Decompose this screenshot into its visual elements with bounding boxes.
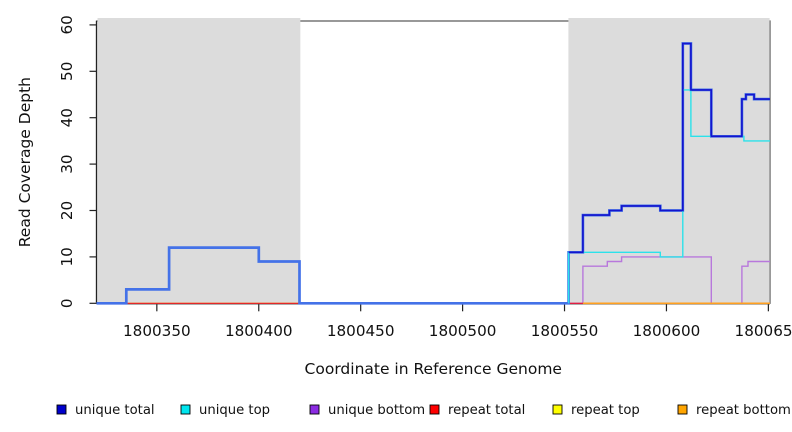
y-tick-label: 20 bbox=[58, 201, 76, 220]
x-tick-label: 1800550 bbox=[531, 322, 599, 340]
x-tick-label: 1800600 bbox=[633, 322, 701, 340]
y-tick-label: 60 bbox=[58, 15, 76, 34]
legend-label-repeat-top: repeat top bbox=[571, 403, 640, 418]
legend-swatch-unique-bottom bbox=[309, 404, 320, 415]
legend-swatch-unique-total bbox=[56, 404, 67, 415]
x-tick-label: 1800350 bbox=[123, 322, 191, 340]
legend-label-unique-top: unique top bbox=[199, 403, 270, 418]
legend-swatch-repeat-top bbox=[552, 404, 563, 415]
x-axis-title: Coordinate in Reference Genome bbox=[305, 360, 562, 378]
legend-swatch-repeat-total bbox=[429, 404, 440, 415]
legend-label-unique-bottom: unique bottom bbox=[328, 403, 425, 418]
legend-label-unique-total: unique total bbox=[75, 403, 155, 418]
y-tick-label: 30 bbox=[58, 154, 76, 173]
y-tick-label: 50 bbox=[58, 62, 76, 81]
x-tick-label: 1800500 bbox=[429, 322, 497, 340]
x-tick-label: 1800400 bbox=[225, 322, 293, 340]
repeat-region-right bbox=[568, 18, 770, 304]
legend-label-repeat-total: repeat total bbox=[448, 403, 525, 418]
y-tick-label: 40 bbox=[58, 108, 76, 127]
y-tick-label: 0 bbox=[58, 298, 76, 308]
y-axis-title: Read Coverage Depth bbox=[16, 77, 34, 247]
legend-swatch-repeat-bottom bbox=[677, 404, 688, 415]
repeat-region-left bbox=[97, 18, 301, 304]
y-tick-label: 10 bbox=[58, 247, 76, 266]
x-tick-label: 1800450 bbox=[327, 322, 395, 340]
series-unique-total bbox=[568, 42, 770, 254]
legend-swatch-unique-top bbox=[180, 404, 191, 415]
legend-label-repeat-bottom: repeat bottom bbox=[696, 403, 791, 418]
